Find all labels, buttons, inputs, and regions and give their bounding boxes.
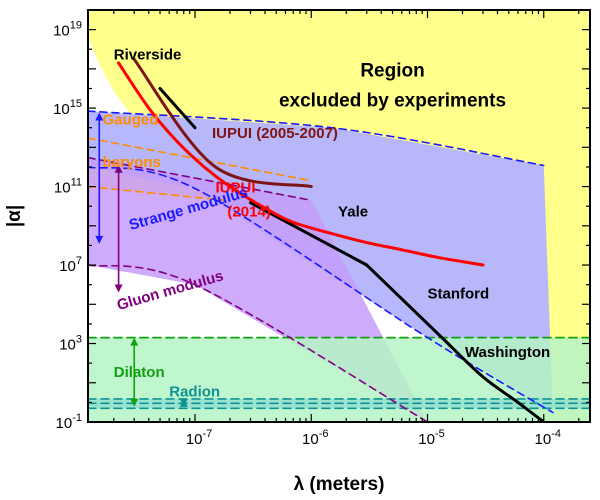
series-lines: [88, 58, 590, 422]
x-tick-label: 10-6: [302, 428, 328, 448]
dilaton-arrow-head-up: [130, 337, 139, 346]
radion-arrow-head-down: [179, 398, 188, 407]
gluon-arrow-head-down: [114, 284, 123, 293]
series-gluon-upper: [88, 156, 313, 202]
annotation-dilaton: Dilaton: [114, 364, 165, 381]
annotation-iupui_new1: IUPUI: [216, 179, 256, 196]
gluon-arrow-head-up: [114, 164, 123, 173]
y-tick-label: 103: [59, 334, 82, 354]
series-yale: [249, 201, 369, 267]
axis-ticks: [88, 9, 590, 423]
x-tick-label: 10-4: [535, 428, 561, 448]
strange-arrow-head-down: [95, 235, 104, 244]
series-washington: [446, 342, 546, 422]
annotation-riverside: Riverside: [114, 46, 182, 63]
y-axis-label: |α|: [4, 205, 25, 227]
annotation-yale: Yale: [338, 203, 368, 220]
arrows: [95, 112, 188, 407]
x-tick-label: 10-5: [418, 428, 444, 448]
annotation-region2: excluded by experiments: [279, 91, 506, 112]
series-gluon-lower: [88, 264, 429, 422]
y-tick-label: 1019: [53, 20, 82, 40]
annotation-washington: Washington: [465, 344, 550, 361]
series-strange-upper: [88, 110, 545, 167]
series-stanford: [365, 263, 450, 345]
x-axis-label: λ (meters): [294, 474, 385, 495]
annotation-region1: Region: [360, 61, 424, 82]
series-riverside: [158, 87, 197, 130]
y-tick-label: 1015: [53, 98, 82, 118]
annotation-gauged1: Gauged: [103, 111, 159, 128]
dilaton-arrow-head-down: [130, 398, 139, 407]
annotation-radion: Radion: [169, 383, 220, 400]
annotation-stanford: Stanford: [428, 285, 490, 302]
strange-arrow-head-up: [95, 112, 104, 121]
series-iupui-old: [132, 58, 313, 189]
series-strange-lower: [88, 166, 554, 414]
y-tick-label: 1011: [54, 177, 82, 197]
plot-area: [88, 10, 590, 422]
plot-frame: [87, 9, 591, 423]
series-gauged-lower: [88, 185, 226, 202]
annotation-iupui_old: IUPUI (2005-2007): [212, 125, 338, 142]
y-tick-label: 10-1: [56, 412, 82, 432]
x-tick-label: 10-7: [186, 428, 212, 448]
y-tick-label: 107: [59, 255, 82, 275]
series-gauged-upper: [88, 137, 313, 182]
series-iupui-new: [117, 61, 485, 267]
annotation-gauged2: baryons: [103, 154, 161, 171]
annotation-iupui_new2: (2014): [227, 203, 270, 220]
